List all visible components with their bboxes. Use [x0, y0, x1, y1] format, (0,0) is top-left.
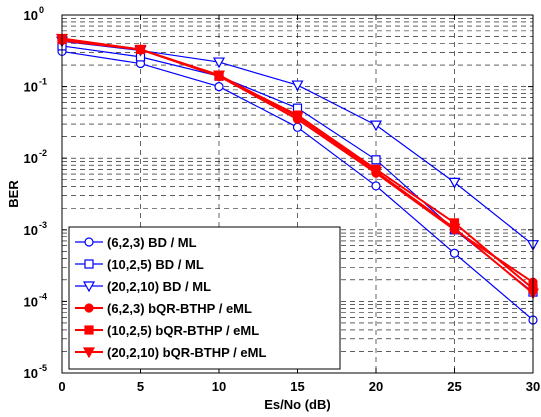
y-tick-exponent: -4	[39, 291, 47, 301]
y-tick-label: 10	[24, 8, 38, 23]
data-point	[371, 181, 381, 191]
data-point	[134, 44, 147, 56]
legend-item: (20,2,10) BD / ML	[75, 279, 211, 294]
data-point	[369, 166, 383, 178]
data-point	[448, 177, 461, 189]
x-tick-label: 20	[369, 379, 383, 394]
legend-swatch-marker	[84, 237, 94, 247]
legend-swatch-marker	[82, 281, 96, 293]
legend-box	[68, 226, 341, 370]
data-point	[369, 120, 383, 132]
legend-label: (6,2,3) BD / ML	[107, 235, 197, 250]
data-point	[214, 81, 224, 92]
legend-label: (6,2,3) bQR-BTHP / eML	[107, 301, 252, 316]
data-point	[291, 112, 304, 123]
x-tick-label: 30	[526, 379, 540, 394]
legend-item: (6,2,3) bQR-BTHP / eML	[75, 301, 252, 316]
legend-label: (10,2,5) BD / ML	[107, 257, 204, 272]
legend-item: (6,2,3) BD / ML	[75, 235, 197, 250]
legend-item: (10,2,5) BD / ML	[75, 257, 204, 272]
y-tick-label: 10	[24, 151, 38, 166]
x-tick-label: 0	[58, 379, 65, 394]
y-tick-exponent: -2	[39, 148, 47, 158]
legend-label: (20,2,10) BD / ML	[107, 279, 211, 294]
y-tick-exponent: 0	[39, 5, 44, 15]
y-tick-exponent: -3	[39, 220, 47, 230]
legend-item: (10,2,5) bQR-BTHP / eML	[75, 323, 259, 338]
x-tick-label: 25	[447, 379, 461, 394]
data-point	[371, 155, 381, 165]
x-tick-label: 5	[137, 379, 144, 394]
x-axis-label: Es/No (dB)	[264, 397, 330, 412]
y-tick-label: 10	[24, 223, 38, 238]
legend-swatch-marker	[84, 259, 94, 269]
data-point	[291, 80, 304, 92]
data-point	[449, 248, 460, 258]
y-axis-label: BER	[6, 180, 21, 208]
data-point	[292, 122, 303, 132]
legend-label: (10,2,5) bQR-BTHP / eML	[107, 323, 259, 338]
legend: (6,2,3) BD / ML (10,2,5) BD / ML (20,2,10)…	[68, 226, 341, 370]
y-tick-label: 10	[24, 366, 38, 381]
y-tick-exponent: -1	[39, 77, 47, 87]
legend-swatch-marker	[82, 347, 96, 359]
legend-swatch-marker	[84, 303, 94, 313]
x-tick-label: 15	[290, 379, 304, 394]
y-tick-exponent: -5	[39, 363, 47, 373]
y-tick-label: 10	[24, 80, 38, 95]
legend-label: (20,2,10) bQR-BTHP / eML	[107, 345, 266, 360]
x-tick-label: 10	[212, 379, 226, 394]
data-point	[212, 57, 226, 69]
legend-item: (20,2,10) bQR-BTHP / eML	[75, 345, 266, 360]
data-point	[212, 70, 226, 82]
data-point	[448, 223, 461, 235]
plot-series	[55, 33, 540, 325]
y-tick-label: 10	[24, 294, 38, 309]
series-6	[55, 33, 540, 300]
legend-swatch-marker	[84, 325, 94, 335]
